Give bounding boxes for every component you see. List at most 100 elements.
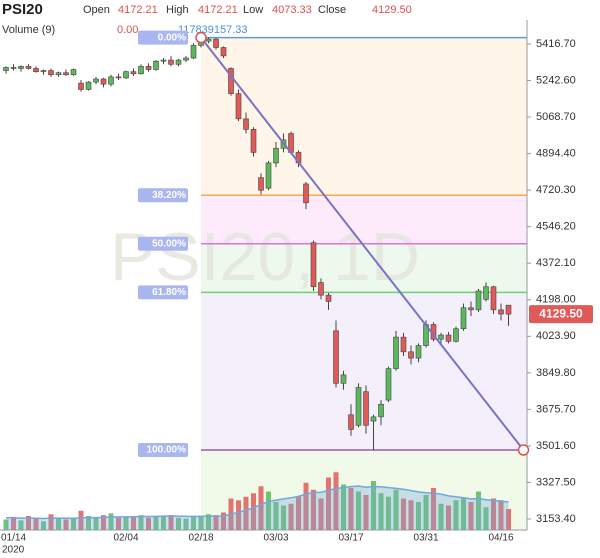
- legend-value: 4129.50: [372, 4, 412, 16]
- volume-bar: [341, 484, 346, 530]
- volume-bar: [378, 493, 384, 530]
- legend-label: Low: [243, 4, 263, 16]
- volume-bar: [273, 502, 279, 530]
- fib-label-box: [138, 188, 188, 203]
- volume-bar: [3, 519, 9, 530]
- candle-body: [505, 304, 512, 315]
- year-label: 2020: [2, 545, 25, 556]
- volume-legend-average: 117839157.33: [178, 24, 248, 36]
- volume-bar: [296, 496, 301, 530]
- x-tick-label: 04/16: [488, 533, 513, 544]
- volume-bar: [48, 514, 54, 530]
- volume-bar: [108, 513, 114, 530]
- candle-body: [160, 59, 167, 62]
- x-tick-label: 02/04: [113, 533, 138, 544]
- volume-bar: [93, 517, 99, 530]
- volume-bar: [483, 507, 489, 530]
- candle-body: [235, 93, 242, 120]
- volume-bar: [288, 503, 294, 530]
- candle-body: [385, 368, 392, 401]
- volume-bar: [356, 491, 361, 530]
- candle-body: [78, 82, 84, 90]
- y-tick-label: 5242.60: [536, 74, 576, 86]
- candle-body: [483, 286, 489, 300]
- fib-band: [201, 195, 527, 244]
- volume-bar: [468, 502, 474, 530]
- last-price-box: [529, 305, 593, 324]
- y-tick-label: 3327.50: [536, 476, 576, 488]
- volume-bar: [446, 505, 451, 530]
- chart-title: PSI20: [2, 1, 43, 18]
- volume-bar: [101, 515, 106, 530]
- fib-label-box: [138, 30, 188, 45]
- candle-body: [400, 336, 407, 353]
- volume-bar: [506, 509, 511, 530]
- candle-body: [490, 286, 497, 311]
- candle-body: [303, 183, 309, 204]
- candle-body: [310, 242, 317, 288]
- candle-body: [115, 76, 122, 79]
- volume-legend-label: Volume (9): [2, 24, 55, 36]
- candle-body: [393, 336, 399, 369]
- volume-bar: [71, 517, 76, 530]
- candle-body: [333, 330, 339, 384]
- candle-body: [445, 334, 452, 342]
- candle-body: [205, 38, 212, 42]
- volume-bar: [491, 498, 496, 530]
- y-tick-label: 4023.90: [536, 330, 576, 342]
- candle-body: [10, 67, 17, 69]
- fib-band: [201, 292, 527, 451]
- candle-body: [175, 59, 182, 65]
- fib-label: 50.00%: [152, 238, 186, 249]
- legend-label: High: [166, 4, 189, 16]
- volume-ma-area: [6, 486, 509, 530]
- x-tick-label: 03/31: [413, 533, 438, 544]
- x-tick-label: 03/17: [338, 533, 363, 544]
- volume-bar: [348, 488, 354, 530]
- candle-body: [70, 69, 77, 76]
- candle-body: [145, 66, 152, 70]
- fib-label-box: [138, 236, 188, 251]
- volume-bar: [476, 491, 481, 530]
- trendline: [200, 37, 525, 451]
- x-tick-label: 01/14: [1, 533, 26, 544]
- candle-body: [228, 68, 234, 94]
- candle-body: [475, 290, 482, 311]
- candle-body: [190, 45, 197, 59]
- fib-label: 61.80%: [152, 287, 186, 298]
- volume-bar: [183, 518, 189, 530]
- candle-body: [273, 147, 279, 164]
- candle-body: [408, 351, 414, 359]
- volume-bar: [453, 500, 459, 530]
- candle-body: [108, 76, 114, 85]
- volume-bar: [213, 515, 219, 530]
- candle-body: [340, 374, 347, 384]
- y-tick-label: 3675.70: [536, 403, 576, 415]
- y-tick-label: 5416.70: [536, 38, 576, 50]
- volume-ma-line: [6, 485, 509, 520]
- candle-body: [415, 345, 422, 359]
- candle-body: [460, 307, 467, 330]
- candle-body: [243, 118, 249, 130]
- fib-band: [201, 243, 527, 293]
- x-tick-label: 02/18: [188, 533, 213, 544]
- volume-bar: [146, 517, 151, 530]
- volume-bar: [168, 515, 174, 530]
- volume-bar: [423, 495, 429, 530]
- y-tick-label: 4546.20: [536, 221, 576, 233]
- candle-body: [100, 78, 107, 85]
- volume-bar: [176, 517, 181, 530]
- y-tick-label: 4198.00: [536, 294, 576, 306]
- legend-value: 4172.21: [118, 4, 158, 16]
- candle-body: [48, 70, 54, 76]
- candle-body: [25, 66, 32, 69]
- volume-bar: [258, 486, 264, 530]
- volume-bar: [438, 503, 444, 530]
- candle-body: [3, 67, 9, 71]
- candle-body: [370, 416, 377, 422]
- last-price-label: 4129.50: [539, 306, 583, 320]
- volume-bar: [333, 472, 339, 530]
- candle-body: [378, 403, 384, 418]
- volume-bar: [63, 519, 69, 530]
